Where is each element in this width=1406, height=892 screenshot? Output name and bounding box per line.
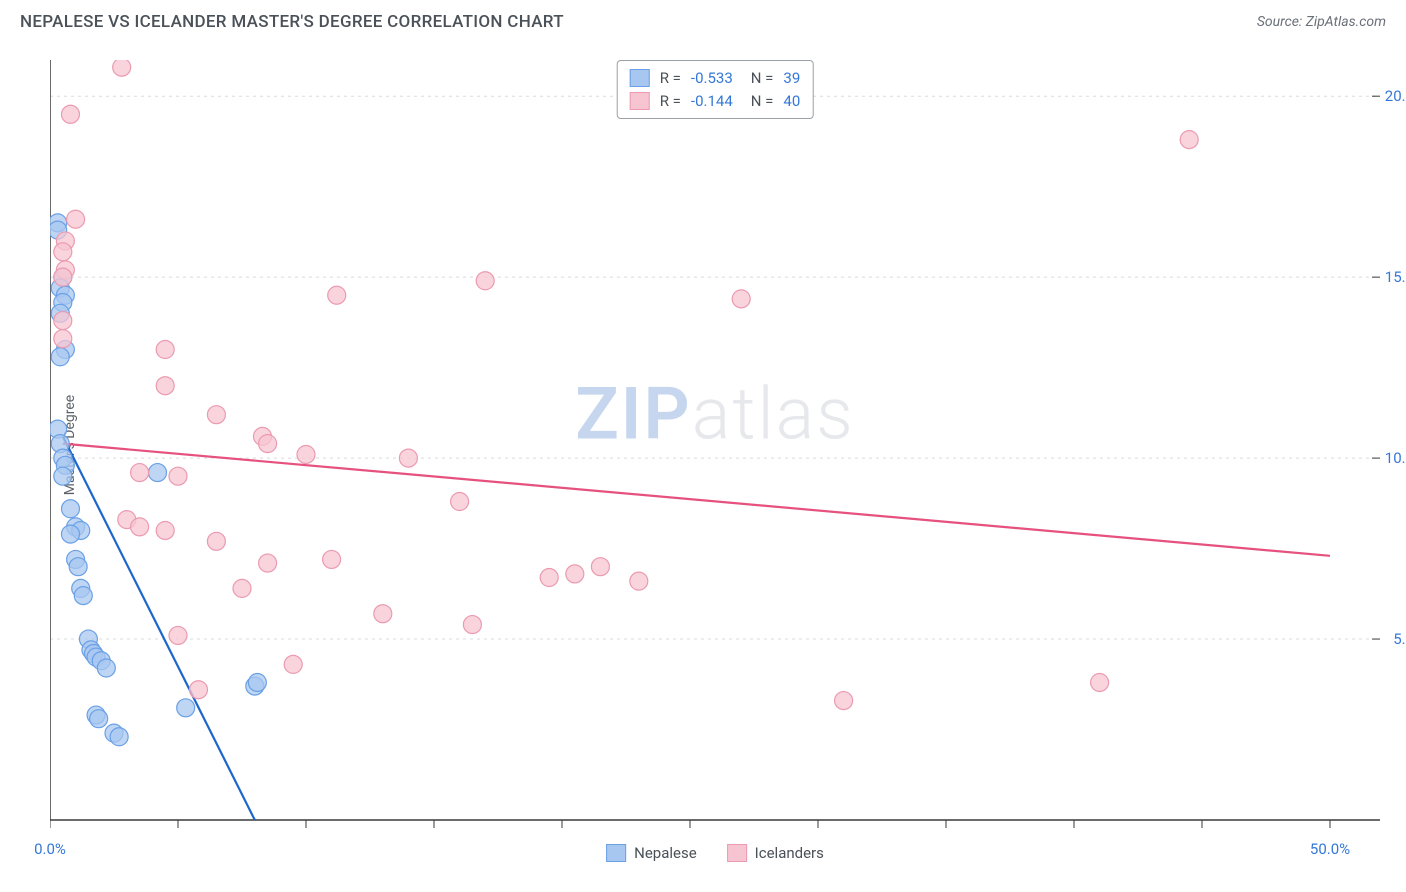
chart-area: Master's Degree R = -0.533 N = 39 R = -0… xyxy=(50,60,1380,830)
x-tick-label: 0.0% xyxy=(34,840,66,858)
y-tick-label: 20.0% xyxy=(1385,87,1406,105)
legend-row-nepalese: R = -0.533 N = 39 xyxy=(630,67,801,90)
legend-swatch-nepalese xyxy=(630,69,650,87)
y-tick-label: 5.0% xyxy=(1393,630,1406,648)
legend-item-nepalese: Nepalese xyxy=(606,844,697,862)
y-tick-label: 15.0% xyxy=(1385,268,1406,286)
legend-row-icelanders: R = -0.144 N = 40 xyxy=(630,90,801,113)
series-legend: Nepalese Icelanders xyxy=(606,844,824,862)
source-prefix: Source: xyxy=(1257,14,1306,30)
y-tick-label: 10.0% xyxy=(1385,449,1406,467)
r-label: R = xyxy=(660,67,681,90)
source-attribution: Source: ZipAtlas.com xyxy=(1257,14,1386,30)
legend-label-nepalese: Nepalese xyxy=(634,844,697,862)
source-name: ZipAtlas.com xyxy=(1306,14,1386,30)
scatter-plot xyxy=(50,60,1380,830)
x-tick-label: 50.0% xyxy=(1310,840,1350,858)
n-label: N = xyxy=(751,90,774,113)
r-label: R = xyxy=(660,90,681,113)
chart-header: NEPALESE VS ICELANDER MASTER'S DEGREE CO… xyxy=(0,0,1406,40)
legend-item-icelanders: Icelanders xyxy=(727,844,824,862)
n-value-nepalese: 39 xyxy=(783,67,800,90)
chart-title: NEPALESE VS ICELANDER MASTER'S DEGREE CO… xyxy=(20,12,564,32)
legend-swatch-icelanders xyxy=(727,844,747,862)
correlation-legend: R = -0.533 N = 39 R = -0.144 N = 40 xyxy=(617,60,814,119)
legend-swatch-nepalese xyxy=(606,844,626,862)
r-value-nepalese: -0.533 xyxy=(691,67,733,90)
n-label: N = xyxy=(751,67,774,90)
legend-swatch-icelanders xyxy=(630,92,650,110)
legend-label-icelanders: Icelanders xyxy=(755,844,824,862)
n-value-icelanders: 40 xyxy=(783,90,800,113)
r-value-icelanders: -0.144 xyxy=(691,90,733,113)
